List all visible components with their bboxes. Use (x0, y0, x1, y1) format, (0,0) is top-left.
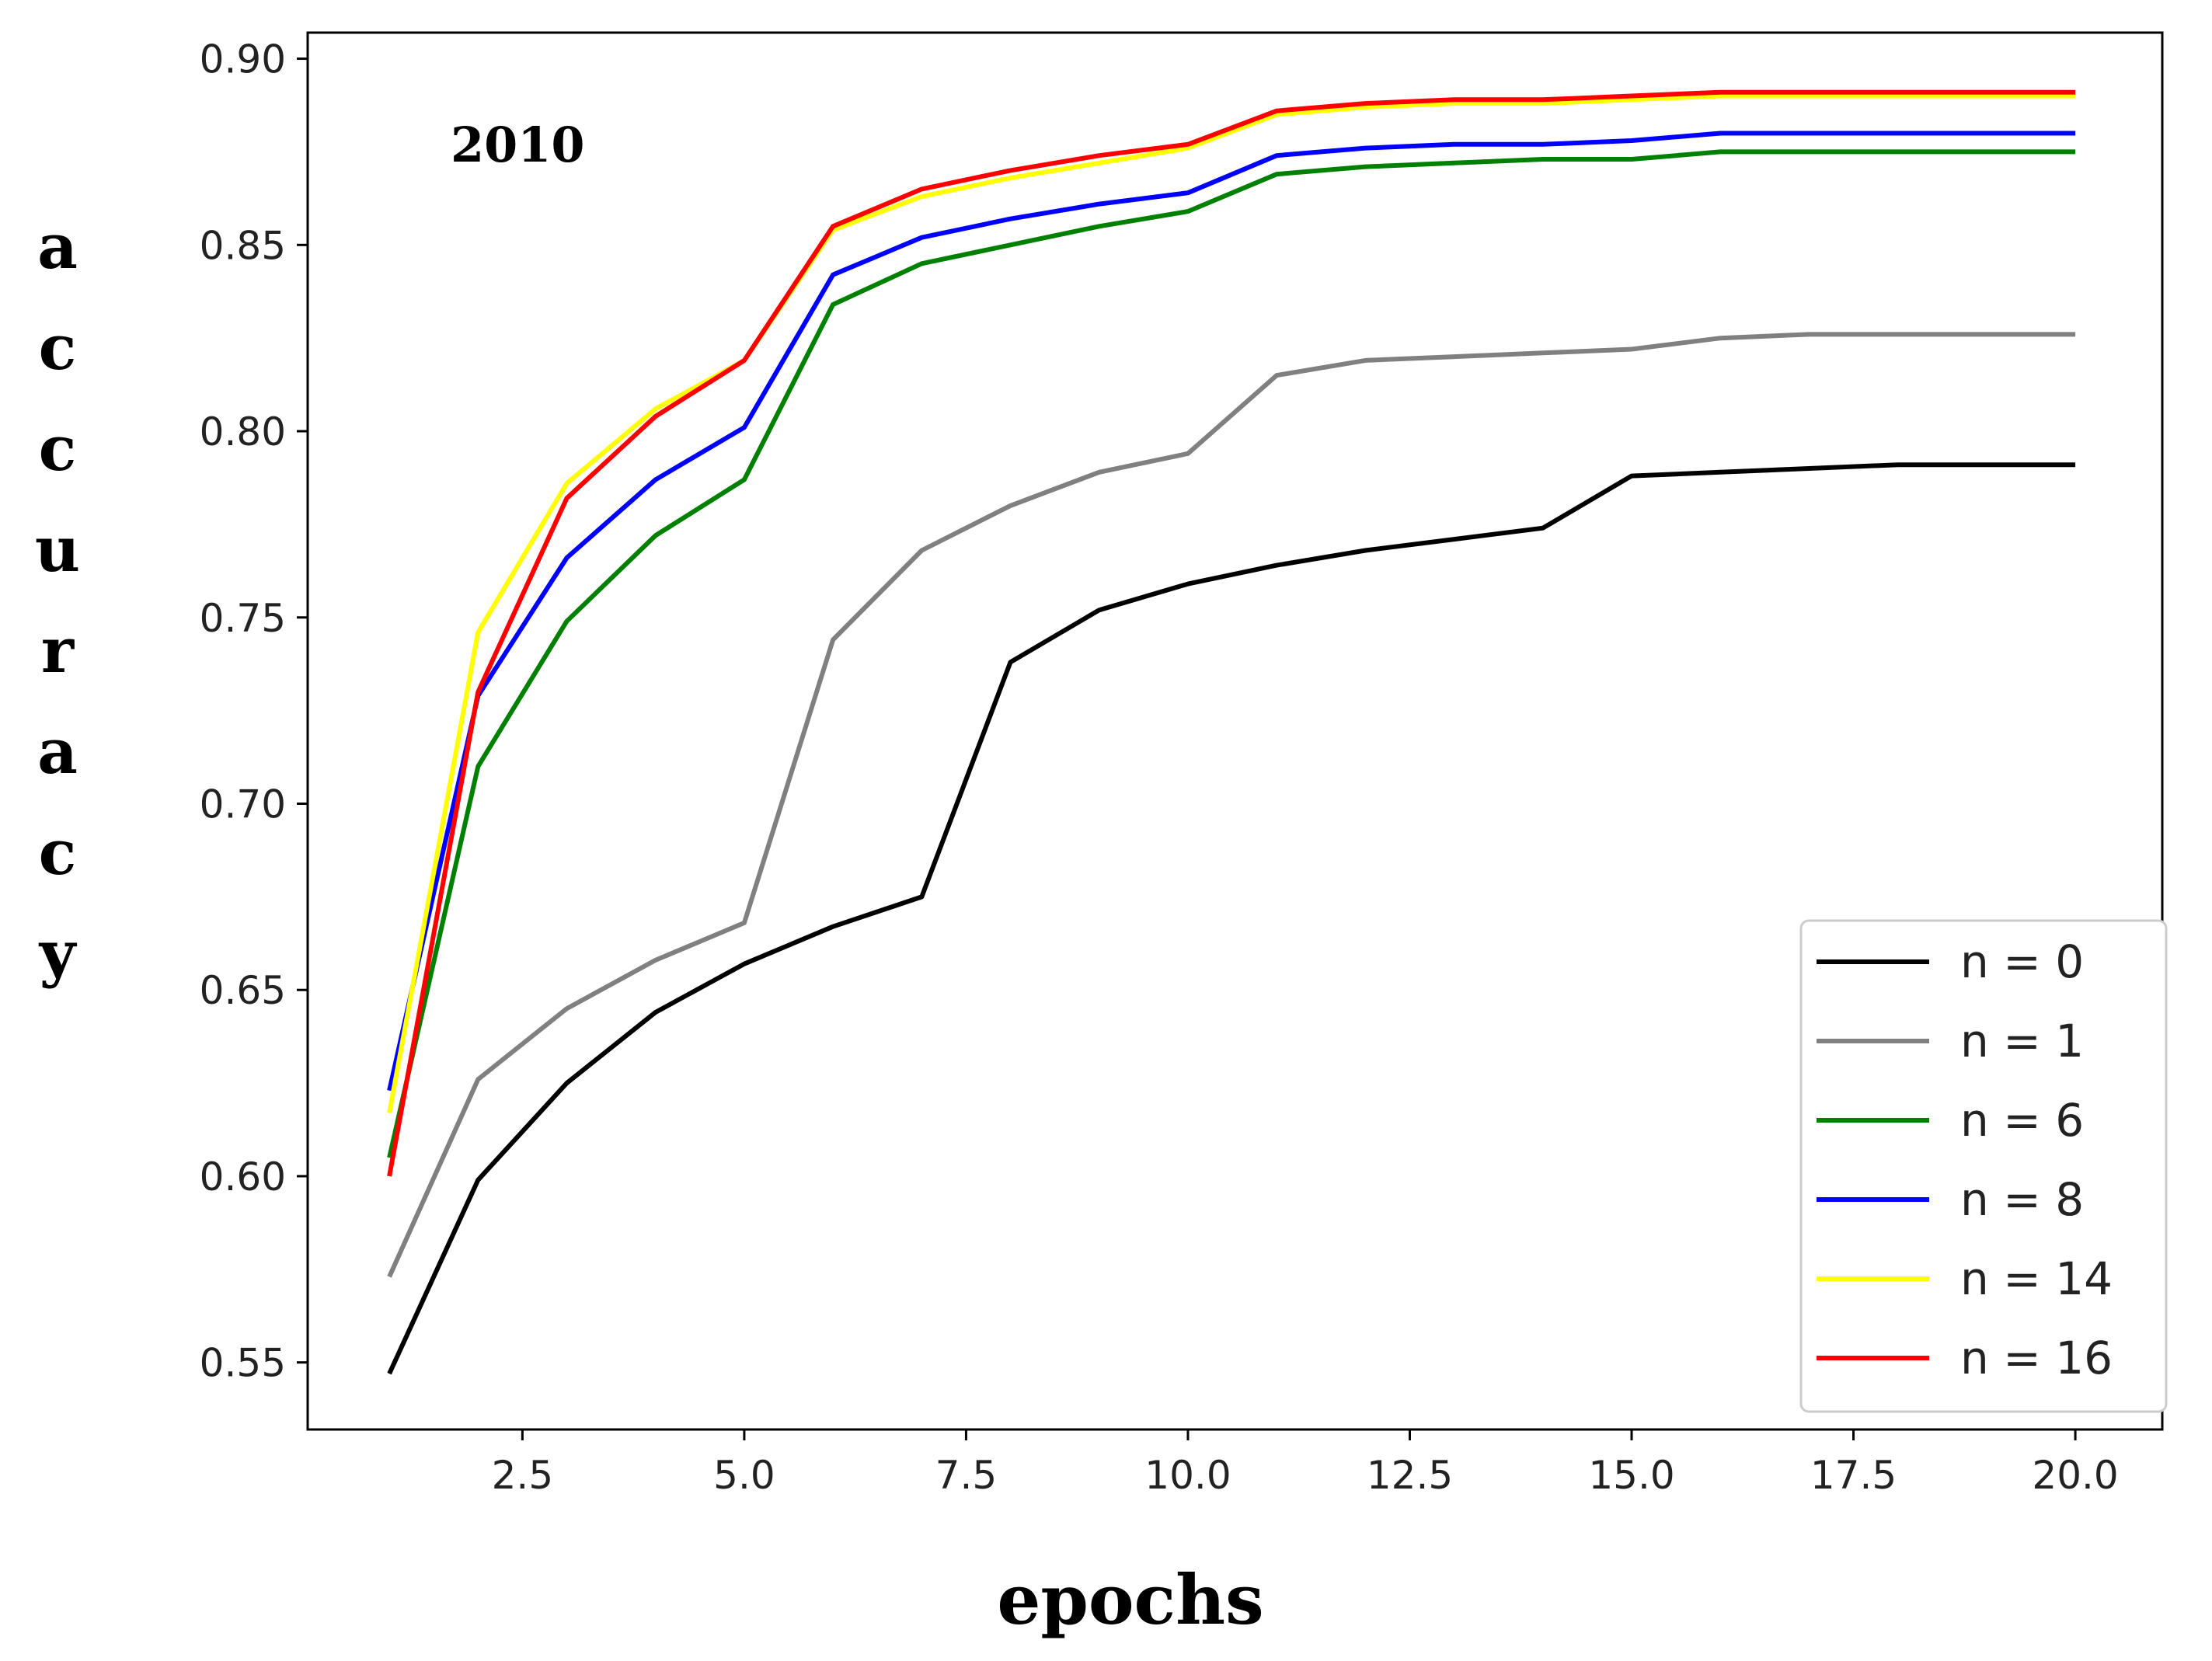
y-tick-label: 0.60 (200, 1154, 286, 1200)
x-tick-label: 2.5 (492, 1453, 554, 1498)
x-tick-label: 10.0 (1144, 1453, 1231, 1498)
x-tick-label: 15.0 (1588, 1453, 1674, 1498)
series-line-5 (387, 89, 2076, 1177)
y-axis-title-letter: c (39, 412, 77, 485)
panel-annotation: 2010 (451, 117, 585, 173)
legend-label: n = 6 (1960, 1094, 2084, 1147)
series-line-2 (387, 149, 2076, 1158)
legend-label: n = 0 (1960, 935, 2084, 988)
x-axis: 2.5 5.0 7.5 10.0 12.5 15.0 17.5 20.0 (492, 1429, 2119, 1498)
legend-label: n = 14 (1960, 1252, 2113, 1305)
series-line-0 (387, 462, 2076, 1375)
y-axis: 0.55 0.60 0.65 0.70 0.75 0.80 0.85 0.90 (200, 37, 308, 1386)
legend-label: n = 16 (1960, 1332, 2113, 1384)
legend-label: n = 8 (1960, 1173, 2084, 1226)
x-tick-label: 20.0 (2032, 1453, 2118, 1498)
y-axis-title-letter: c (39, 816, 77, 889)
x-tick-label: 17.5 (1810, 1453, 1897, 1498)
y-axis-title-letter: u (35, 513, 80, 586)
y-tick-label: 0.65 (200, 968, 286, 1013)
y-axis-title-letter: a (37, 715, 78, 788)
y-tick-label: 0.90 (200, 37, 286, 82)
series-line-3 (387, 131, 2076, 1092)
x-tick-label: 12.5 (1367, 1453, 1453, 1498)
y-tick-label: 0.70 (200, 782, 286, 827)
plot-frame (306, 31, 2164, 1431)
y-tick-label: 0.55 (200, 1341, 286, 1386)
y-axis-title-letter: r (41, 614, 75, 687)
y-axis-title-letter: c (39, 311, 77, 384)
series-line-4 (387, 93, 2076, 1114)
legend-label: n = 1 (1960, 1015, 2084, 1067)
x-axis-title: epochs (997, 1559, 1263, 1640)
y-tick-label: 0.75 (200, 596, 286, 641)
y-tick-label: 0.85 (200, 223, 286, 268)
y-axis-title-letter: y (38, 917, 78, 990)
y-tick-label: 0.80 (200, 409, 286, 454)
series-layer (387, 89, 2076, 1375)
x-tick-label: 7.5 (935, 1453, 998, 1498)
legend: n = 0 n = 1 n = 6 n = 8 n = 14 n = 16 (1799, 919, 2168, 1413)
series-line-1 (387, 332, 2076, 1278)
x-tick-label: 5.0 (713, 1453, 775, 1498)
y-axis-title-letter: a (37, 210, 78, 283)
